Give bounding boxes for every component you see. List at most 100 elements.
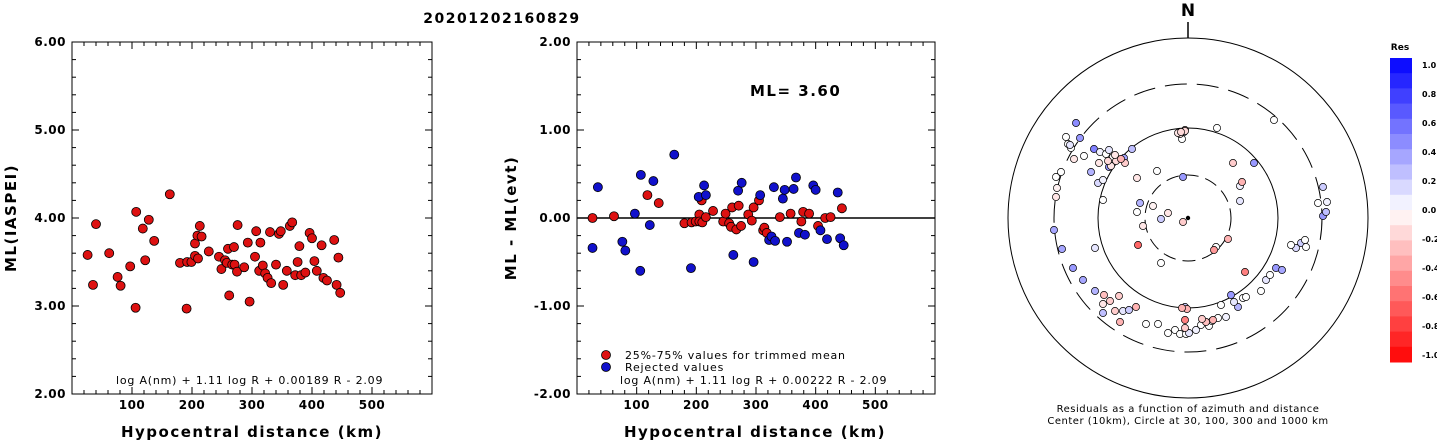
plot-frame-1 [71, 41, 433, 395]
colorbar-swatches [1390, 58, 1412, 363]
circle-1000km [1007, 37, 1369, 399]
residual-point [1224, 235, 1232, 243]
residual-point [1250, 159, 1258, 167]
residual-point [1177, 128, 1185, 136]
residual-point [1287, 241, 1295, 249]
formula-2: log A(nm) + 1.11 log R + 0.00222 R - 2.0… [620, 374, 887, 387]
residual-point [1134, 241, 1142, 249]
data-point [733, 185, 743, 196]
data-point [331, 279, 342, 290]
data-point [642, 190, 653, 201]
colorbar-swatch [1390, 88, 1412, 105]
residual-point [1070, 155, 1078, 163]
residual-point [1132, 303, 1140, 311]
data-point [316, 240, 327, 251]
residual-point [1125, 306, 1133, 314]
residual-point [1117, 155, 1125, 163]
colorbar-title: Res [1391, 43, 1409, 53]
data-point [251, 226, 262, 237]
residual-point [1066, 141, 1074, 149]
residual-point [1104, 157, 1112, 165]
data-point [770, 235, 780, 246]
residual-point [1213, 124, 1221, 132]
data-point [815, 225, 826, 236]
x-tick-label: 300 [239, 398, 266, 412]
residual-point [1111, 151, 1119, 159]
x-tick-label: 100 [623, 398, 650, 412]
colorbar-swatch [1390, 301, 1412, 317]
colorbar-swatch [1390, 149, 1412, 165]
residual-point [1278, 266, 1286, 274]
data-point [609, 211, 619, 222]
data-point [322, 275, 332, 286]
residual-point [1210, 246, 1218, 254]
data-point [181, 303, 192, 314]
residual-point [1091, 287, 1099, 295]
points-2 [587, 149, 849, 276]
ylabel-1: ML(IASPEI) [2, 164, 20, 272]
data-point [653, 198, 664, 208]
colorbar-tick-label: 0.6 [1422, 119, 1437, 128]
colorbar-swatch [1390, 134, 1412, 150]
residual-point [1164, 209, 1172, 217]
data-point [194, 221, 205, 231]
data-point [131, 206, 142, 217]
residual-point [1133, 174, 1141, 182]
north-label: N [1181, 1, 1195, 21]
residual-point [1106, 297, 1114, 305]
data-point [287, 217, 298, 228]
residual-point [1314, 199, 1322, 207]
y-tick-label: -2.00 [534, 387, 571, 401]
colorbar-tick-label: 0.4 [1422, 148, 1437, 157]
colorbar-swatch [1390, 118, 1412, 135]
data-point [708, 206, 718, 216]
data-point [748, 257, 759, 267]
data-point [635, 169, 646, 180]
data-point [115, 280, 126, 291]
residual-point [1142, 320, 1150, 328]
data-point [587, 243, 598, 253]
data-point [104, 248, 115, 259]
center-dot [1185, 215, 1191, 221]
data-point [774, 212, 785, 223]
residual-point [1322, 208, 1330, 216]
data-point [769, 182, 779, 193]
x-tick-label: 200 [683, 398, 710, 412]
points-1 [82, 189, 346, 314]
y-tick-label: 3.00 [34, 299, 66, 313]
data-point [635, 265, 646, 276]
legend-label-rejected: Rejected values [625, 361, 724, 374]
residual-point [1323, 198, 1331, 206]
data-point [748, 202, 759, 213]
colorbar-tick-label: -0.6 [1422, 293, 1437, 302]
data-point [82, 250, 93, 260]
colorbar: Res 1.0 0.8 0.6 0.4 0.2 0.0 -0.2 -0.4 -0.6 -0.8 -1… [1390, 43, 1437, 363]
data-point [255, 237, 266, 248]
data-point [837, 203, 847, 214]
residual-point [1053, 184, 1061, 192]
data-point [733, 200, 744, 211]
data-point [265, 227, 275, 237]
data-point [242, 237, 253, 248]
residual-point [1217, 301, 1225, 309]
data-point [617, 236, 628, 247]
data-point [832, 187, 843, 198]
colorbar-tick-label: 0.0 [1422, 206, 1437, 215]
x-tick-label: 500 [862, 398, 889, 412]
data-point [782, 236, 792, 247]
residual-point [1062, 133, 1070, 141]
data-point [112, 272, 123, 282]
residual-point [1157, 215, 1165, 223]
data-point [140, 255, 151, 266]
data-point [822, 234, 832, 245]
residual-point [1133, 208, 1141, 216]
residual-point [1179, 218, 1187, 226]
colorbar-swatch [1390, 103, 1412, 120]
colorbar-tick-label: 0.8 [1422, 90, 1437, 99]
data-point [307, 233, 317, 244]
data-point [137, 223, 148, 234]
residual-point [1136, 199, 1144, 207]
data-point [736, 221, 746, 231]
residual-point [1164, 329, 1172, 337]
residual-point [1178, 304, 1186, 312]
